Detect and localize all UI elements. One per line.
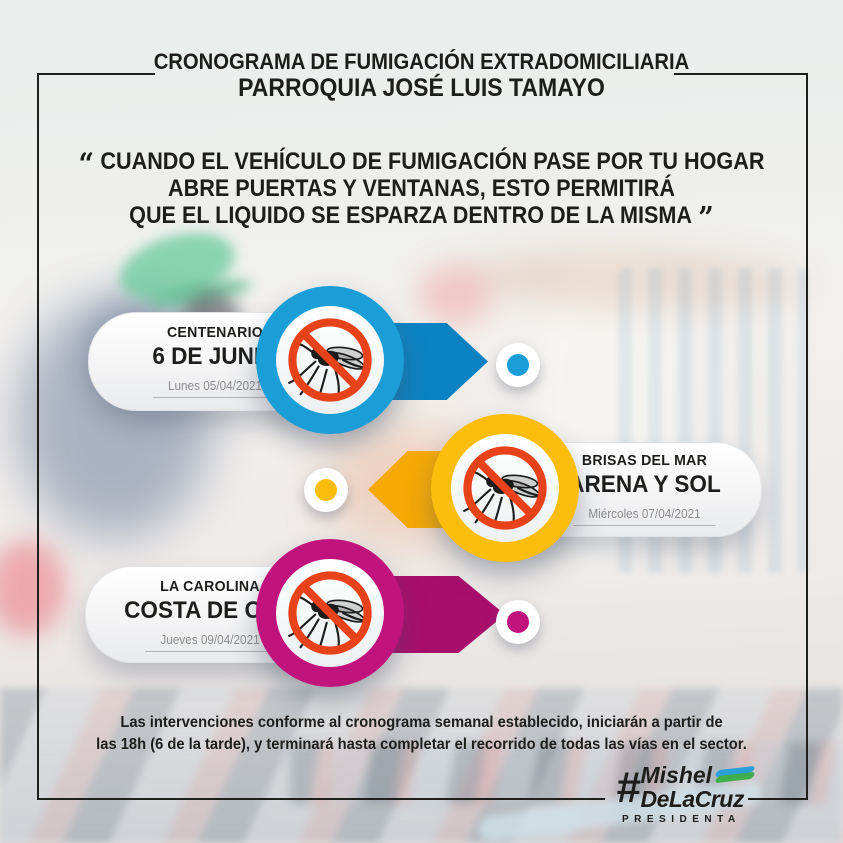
open-quote-mark: “ xyxy=(78,147,95,182)
brand-first-name: Mishel xyxy=(640,762,713,788)
red-object-blob xyxy=(0,540,66,636)
sector-name: LA CAROLINA xyxy=(160,578,260,595)
poster-subtitle: PARROQUIA JOSÉ LUIS TAMAYO xyxy=(238,74,605,102)
brand-role: PRESIDENTA xyxy=(622,814,741,825)
no-mosquito-icon xyxy=(276,306,384,414)
brand-logo: # Mishel DeLaCruz PRESIDENTA xyxy=(616,762,756,825)
connector-dot xyxy=(304,468,348,512)
quote-line: ABRE PUERTAS Y VENTANAS, ESTO PERMITIRÁ xyxy=(168,175,675,202)
connector-dot xyxy=(496,343,540,387)
schedule-card-text: BRISAS DEL MAR ARENA Y SOL Miércoles 07/… xyxy=(562,452,727,526)
footer-note: Las intervenciones conforme al cronogram… xyxy=(21,712,822,756)
no-mosquito-icon xyxy=(451,434,559,542)
close-quote-mark: ” xyxy=(698,201,714,236)
frame-right-border xyxy=(806,73,808,800)
footer-note-line: las 18h (6 de la tarde), y terminará has… xyxy=(96,736,747,753)
connector-dot xyxy=(496,600,540,644)
quote-text: QUE EL LIQUIDO SE ESPARZA DENTRO DE LA M… xyxy=(129,202,692,229)
frame-bottom-left-segment xyxy=(37,798,605,800)
announcement-quote: “CUANDO EL VEHÍCULO DE FUMIGACIÓN PASE P… xyxy=(42,148,801,234)
brand-names: Mishel DeLaCruz xyxy=(640,762,756,812)
sector-name: ARENA Y SOL xyxy=(568,471,721,498)
sector-name: CENTENARIO xyxy=(166,324,264,341)
schedule-date: Lunes 05/04/2021 xyxy=(152,379,278,398)
poster-title: CRONOGRAMA DE FUMIGACIÓN EXTRADOMICILIAR… xyxy=(153,49,690,74)
schedule-date: Jueves 09/04/2021 xyxy=(145,633,275,652)
sector-name: BRISAS DEL MAR xyxy=(581,452,708,469)
bottom-photo-band xyxy=(0,688,843,843)
brand-swoosh-icon xyxy=(714,765,756,784)
frame-left-border xyxy=(37,73,39,800)
brand-first-name-line: Mishel xyxy=(640,762,756,788)
frame-top-left-segment xyxy=(37,73,155,75)
schedule-date: Miércoles 07/04/2021 xyxy=(573,507,716,526)
footer-note-line: Las intervenciones conforme al cronogram… xyxy=(120,714,723,731)
brand-logo-row: # Mishel DeLaCruz xyxy=(616,762,756,812)
quote-line: QUE EL LIQUIDO SE ESPARZA DENTRO DE LA M… xyxy=(42,202,801,234)
pink-blob xyxy=(418,264,492,326)
no-mosquito-icon xyxy=(276,559,384,667)
quote-text: CUANDO EL VEHÍCULO DE FUMIGACIÓN PASE PO… xyxy=(100,148,765,175)
frame-top-right-segment xyxy=(674,73,808,75)
hashtag-icon: # xyxy=(616,762,641,812)
frame-bottom-right-segment xyxy=(748,798,808,800)
brand-last-name: DeLaCruz xyxy=(640,786,744,812)
quote-line: “CUANDO EL VEHÍCULO DE FUMIGACIÓN PASE P… xyxy=(42,148,801,180)
